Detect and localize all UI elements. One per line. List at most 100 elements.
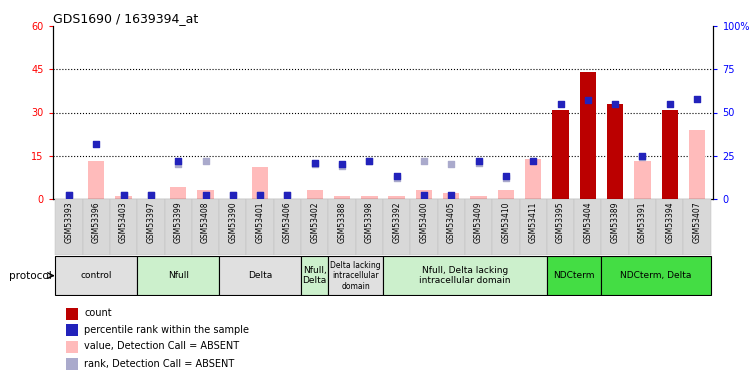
Point	[609, 101, 621, 107]
Point	[254, 192, 266, 198]
Bar	[56, 199, 83, 255]
Bar	[607, 159, 623, 199]
Point	[636, 154, 648, 160]
Text: GSM53410: GSM53410	[502, 202, 511, 243]
Bar	[438, 199, 465, 255]
Point	[636, 153, 648, 159]
Bar	[465, 199, 492, 255]
Point	[309, 161, 321, 167]
Text: GSM53392: GSM53392	[392, 202, 401, 243]
Text: GSM53388: GSM53388	[337, 202, 346, 243]
Point	[63, 192, 75, 198]
Point	[336, 163, 348, 169]
Bar	[246, 199, 274, 255]
Bar	[137, 199, 164, 255]
Bar	[219, 199, 246, 255]
Bar	[198, 190, 214, 199]
Text: GSM53393: GSM53393	[65, 202, 74, 243]
Bar	[552, 110, 569, 199]
Point	[282, 192, 294, 198]
Point	[172, 161, 184, 167]
Bar	[656, 199, 683, 255]
Text: protocol: protocol	[9, 271, 52, 280]
Point	[391, 173, 403, 179]
Point	[445, 161, 457, 167]
Bar	[361, 196, 378, 199]
Point	[554, 101, 566, 107]
Text: GSM53403: GSM53403	[119, 202, 128, 243]
Point	[527, 158, 539, 164]
Bar	[110, 199, 137, 255]
Point	[309, 159, 321, 165]
Bar	[443, 193, 460, 199]
Point	[227, 192, 239, 198]
Text: GSM53394: GSM53394	[665, 202, 674, 243]
Text: GSM53399: GSM53399	[173, 202, 182, 243]
Bar	[525, 159, 541, 199]
Point	[472, 158, 484, 164]
Text: GSM53391: GSM53391	[638, 202, 647, 243]
Bar	[83, 199, 110, 255]
Bar	[492, 199, 520, 255]
Bar	[662, 110, 678, 199]
Text: control: control	[80, 271, 112, 280]
Point	[63, 192, 75, 198]
Text: NDCterm: NDCterm	[553, 271, 595, 280]
Text: GSM53406: GSM53406	[283, 202, 292, 243]
Point	[145, 192, 157, 198]
Text: GSM53402: GSM53402	[310, 202, 319, 243]
Text: GSM53396: GSM53396	[92, 202, 101, 243]
Point	[363, 158, 376, 164]
Text: Delta: Delta	[248, 271, 273, 280]
Bar	[580, 104, 596, 199]
Bar	[328, 256, 383, 295]
Text: GSM53397: GSM53397	[146, 202, 155, 243]
Bar	[607, 104, 623, 199]
Point	[500, 173, 512, 179]
Bar	[219, 256, 301, 295]
Text: Nfull,
Delta: Nfull, Delta	[303, 266, 327, 285]
Bar	[520, 199, 547, 255]
Point	[664, 101, 676, 107]
Point	[445, 192, 457, 198]
Bar	[388, 196, 405, 199]
Bar	[334, 196, 350, 199]
Bar	[498, 190, 514, 199]
Point	[118, 192, 130, 198]
Text: GSM53408: GSM53408	[201, 202, 210, 243]
Point	[118, 192, 130, 198]
Point	[472, 159, 484, 165]
Text: GSM53407: GSM53407	[692, 202, 701, 243]
Text: rank, Detection Call = ABSENT: rank, Detection Call = ABSENT	[84, 359, 234, 369]
Bar	[274, 199, 301, 255]
Text: Nfull, Delta lacking
intracellular domain: Nfull, Delta lacking intracellular domai…	[419, 266, 511, 285]
Point	[227, 192, 239, 198]
Bar	[410, 199, 438, 255]
Bar	[547, 256, 602, 295]
Bar	[547, 199, 575, 255]
Point	[200, 158, 212, 164]
Point	[254, 192, 266, 198]
Text: GDS1690 / 1639394_at: GDS1690 / 1639394_at	[53, 12, 198, 25]
Point	[145, 192, 157, 198]
Bar	[602, 199, 629, 255]
Bar	[470, 196, 487, 199]
Bar	[383, 256, 547, 295]
Bar	[575, 199, 602, 255]
Bar	[170, 187, 186, 199]
Bar	[580, 72, 596, 199]
Text: count: count	[84, 309, 112, 318]
Bar	[66, 358, 77, 370]
Bar	[683, 199, 710, 255]
Text: value, Detection Call = ABSENT: value, Detection Call = ABSENT	[84, 342, 240, 351]
Bar	[416, 190, 432, 199]
Bar	[328, 199, 356, 255]
Text: percentile rank within the sample: percentile rank within the sample	[84, 325, 249, 335]
Point	[418, 158, 430, 164]
Text: Delta lacking
intracellular
domain: Delta lacking intracellular domain	[330, 261, 381, 291]
Bar	[66, 340, 77, 352]
Point	[90, 141, 102, 147]
Text: GSM53389: GSM53389	[611, 202, 620, 243]
Bar	[602, 256, 710, 295]
Bar	[301, 199, 328, 255]
